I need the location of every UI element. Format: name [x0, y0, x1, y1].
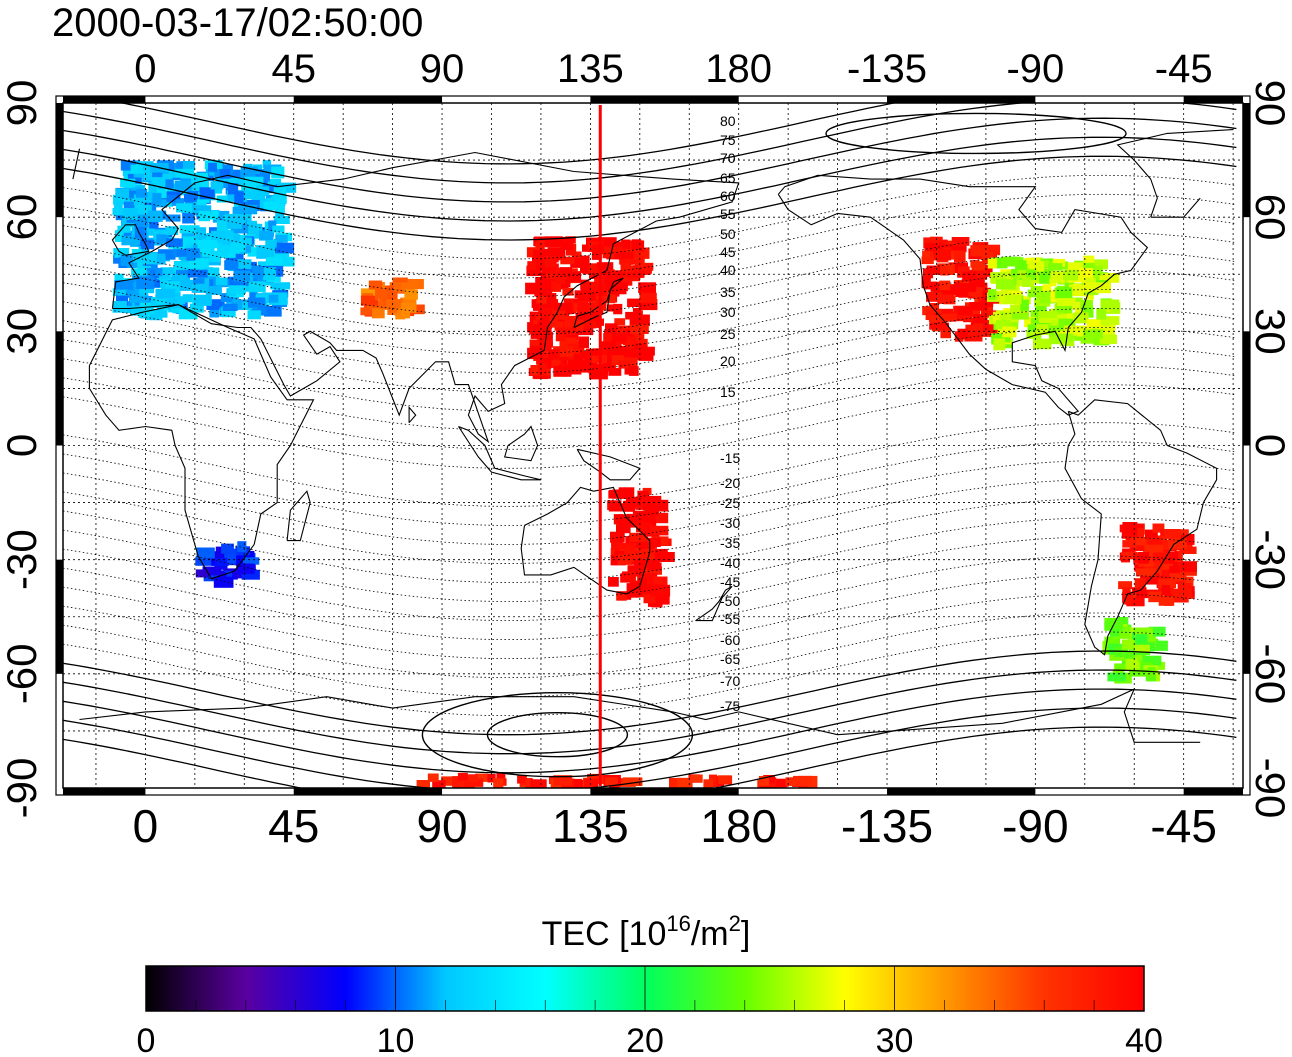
lon-tick-label-bottom: -90: [1002, 800, 1068, 852]
mlat-label: 30: [720, 304, 736, 320]
graticule-grid: [63, 103, 1243, 788]
tec-region-australia-east: [607, 487, 675, 608]
colorbar-tick-label: 20: [626, 1022, 664, 1057]
lon-tick-label-bottom: 135: [552, 800, 629, 852]
lat-tick-label-right: 0: [1247, 434, 1292, 457]
frame-tick-bands: [55, 95, 1251, 796]
lat-tick-label-right: -90: [1247, 758, 1292, 819]
lat-tick-label-left: 60: [0, 194, 45, 241]
mlat-label: 60: [720, 188, 736, 204]
colorbar-title-prefix: TEC [10: [542, 915, 667, 953]
lon-tick-label-bottom: 90: [416, 800, 467, 852]
map-timestamp: 2000-03-17/02:50:00: [52, 1, 423, 45]
tec-region-south-africa: [195, 541, 260, 588]
mlat-label: 40: [720, 262, 736, 278]
mlat-label: -60: [720, 632, 740, 648]
colorbar-tick-label: 40: [1125, 1022, 1163, 1057]
mlat-label: -55: [720, 611, 740, 627]
lon-tick-label-top: 45: [271, 47, 316, 91]
lat-tick-label-left: 90: [0, 80, 45, 127]
lat-tick-label-left: 0: [0, 434, 45, 457]
lat-tick-label-left: -90: [0, 758, 45, 819]
axis-tick-labels: 0045459090135135180180-135-135-90-90-45-…: [0, 47, 1292, 852]
lon-tick-label-top: 135: [557, 47, 624, 91]
lon-tick-label-top: 180: [705, 47, 772, 91]
lat-tick-label-left: -30: [0, 529, 45, 590]
mlat-label: -40: [720, 555, 740, 571]
tec-region-east-asia: [525, 236, 658, 380]
lon-tick-label-top: -45: [1155, 47, 1213, 91]
mlat-label: -25: [720, 495, 740, 511]
mlat-label: -70: [720, 673, 740, 689]
colorbar-title-unit: /m: [691, 915, 729, 953]
lon-tick-label-top: -135: [847, 47, 927, 91]
colorbar-title-exponent-16: 16: [666, 911, 690, 936]
lon-tick-label-top: 90: [420, 47, 465, 91]
mlat-label: 25: [720, 326, 736, 342]
lat-tick-label-right: -30: [1247, 529, 1292, 590]
lat-tick-label-right: 30: [1247, 308, 1292, 355]
tec-region-south-america: [1118, 522, 1197, 607]
mlat-label: 70: [720, 150, 736, 166]
colorbar-tick-label: 10: [377, 1022, 415, 1057]
mlat-label: -35: [720, 535, 740, 551]
magnetic-latitude-contours: [63, 103, 1237, 788]
mlat-label: 50: [720, 226, 736, 242]
mlat-label: 75: [720, 132, 736, 148]
tec-region-antarctic-arc: [416, 772, 818, 788]
colorbar-ticks: 0 10 20 30 40: [137, 966, 1163, 1057]
mlat-label: 55: [720, 206, 736, 222]
colorbar-tick-label: 30: [876, 1022, 914, 1057]
mlat-label: -50: [720, 593, 740, 609]
lon-tick-label-bottom: 180: [700, 800, 777, 852]
mlat-label: 80: [720, 113, 736, 129]
lon-tick-label-bottom: 45: [268, 800, 319, 852]
mlat-label: -75: [720, 698, 740, 714]
lon-tick-label-top: -90: [1006, 47, 1064, 91]
mlat-label: -45: [720, 574, 740, 590]
mlat-label: 45: [720, 244, 736, 260]
mlat-label: 20: [720, 353, 736, 369]
lat-tick-label-right: 60: [1247, 194, 1292, 241]
lon-tick-label-top: 0: [134, 47, 156, 91]
mlat-label: 65: [720, 170, 736, 186]
mlat-label: -20: [720, 475, 740, 491]
lat-tick-label-left: 30: [0, 308, 45, 355]
lat-tick-label-left: -60: [0, 643, 45, 704]
tec-region-north-america-west: [921, 236, 1002, 342]
tec-region-north-america-east: [987, 255, 1121, 351]
mlat-label: -30: [720, 515, 740, 531]
lat-tick-label-right: 90: [1247, 80, 1292, 127]
colorbar-title-exponent-2: 2: [729, 911, 741, 936]
colorbar-title-suffix: ]: [741, 915, 750, 953]
lon-tick-label-bottom: 0: [133, 800, 159, 852]
lat-tick-label-right: -60: [1247, 643, 1292, 704]
lon-tick-label-bottom: -135: [841, 800, 933, 852]
tec-data-layer: [112, 160, 1197, 788]
mlat-label: -65: [720, 651, 740, 667]
mlat-label: -15: [720, 450, 740, 466]
magnetic-latitude-labels: 80 75 70 65 60 55 50 45 40 35 30 25 20 15 -15 -20 -25 -30…: [720, 113, 740, 714]
colorbar-tick-label: 0: [137, 1022, 156, 1057]
colorbar-title: TEC [1016/m2]: [542, 911, 751, 953]
mlat-label: 35: [720, 284, 736, 300]
coastlines: [72, 129, 1234, 743]
tec-region-central-asia: [360, 277, 425, 320]
lon-tick-label-bottom: -45: [1150, 800, 1216, 852]
mlat-label: 15: [720, 384, 736, 400]
